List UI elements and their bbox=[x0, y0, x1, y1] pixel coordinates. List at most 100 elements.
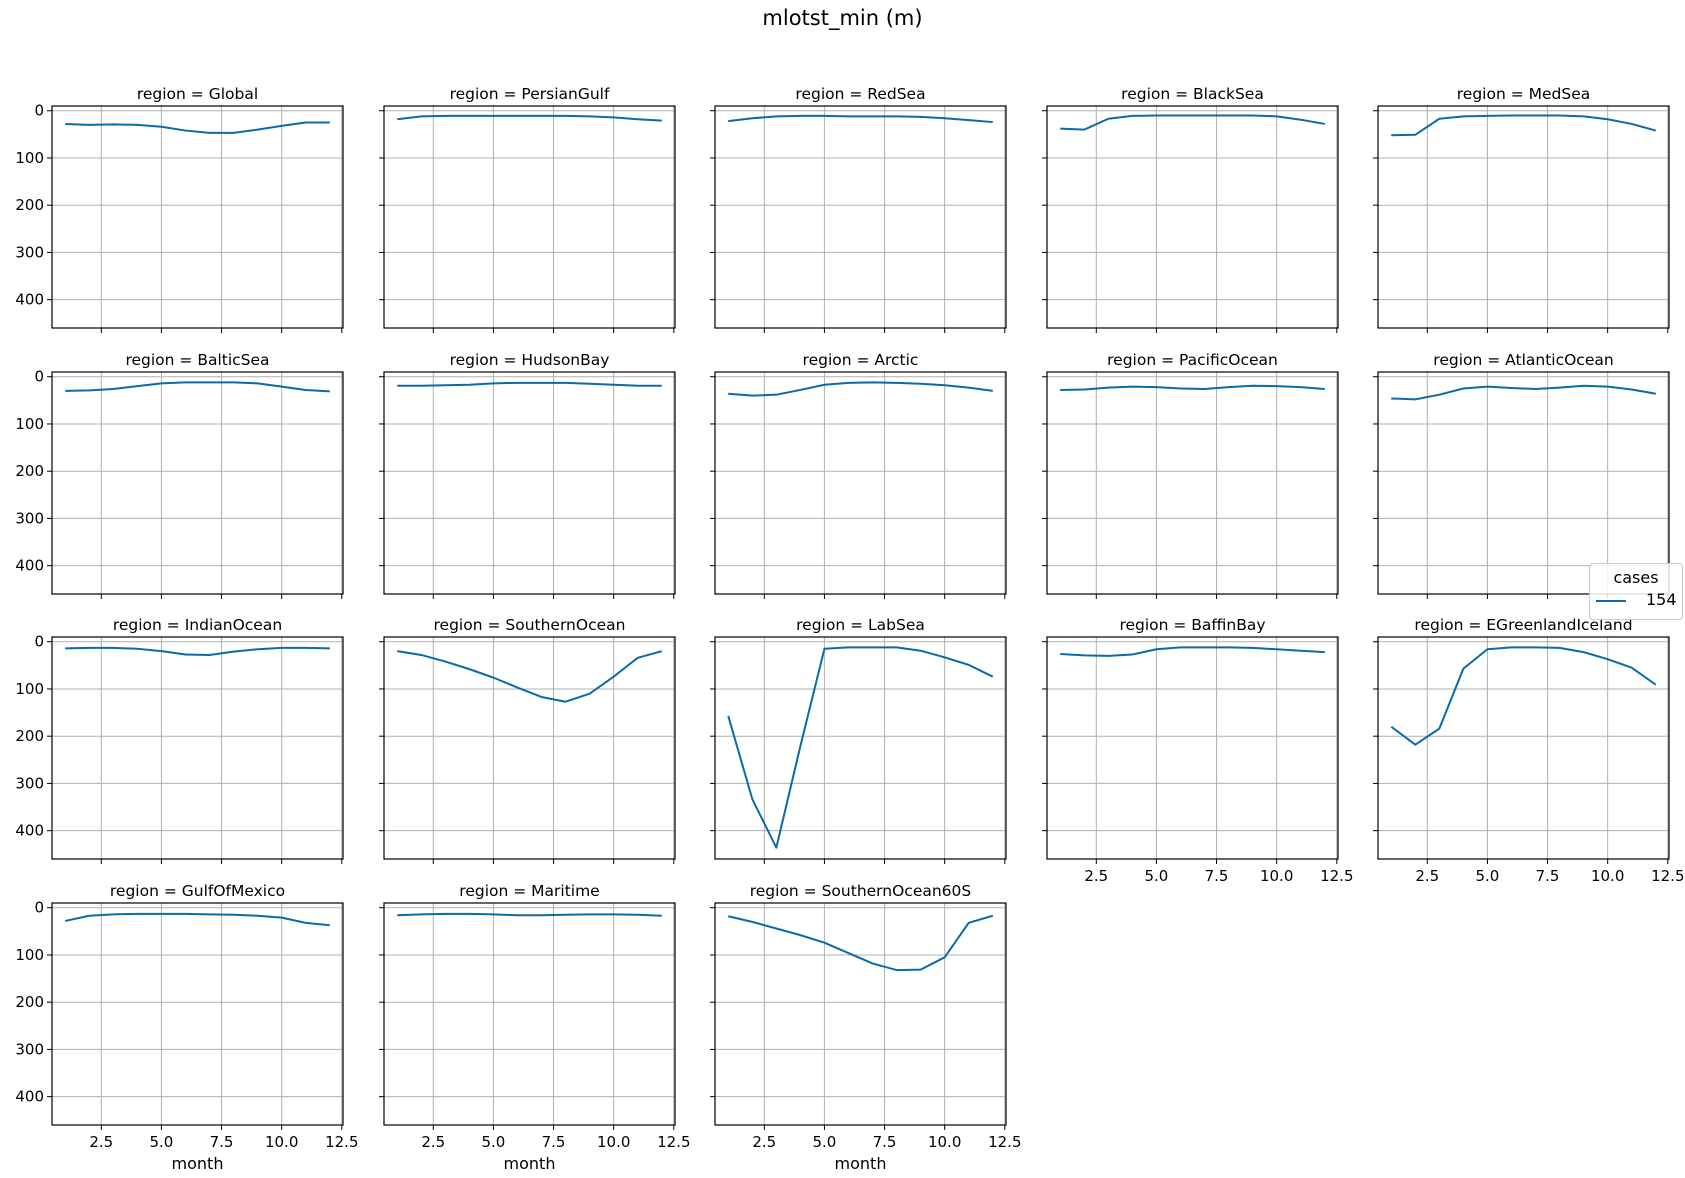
x-tick-label: 10.0 bbox=[1260, 867, 1293, 885]
panel-title: region = SouthernOcean60S bbox=[750, 882, 972, 900]
panel-frame bbox=[1377, 105, 1670, 329]
panel-frame bbox=[1046, 371, 1339, 595]
y-tick-label: 300 bbox=[15, 509, 44, 527]
panel-title: region = PacificOcean bbox=[1107, 351, 1278, 369]
series-line-154 bbox=[397, 381, 662, 387]
panel-frame bbox=[51, 371, 344, 595]
panel-frame bbox=[383, 636, 676, 860]
panel-frame bbox=[1046, 636, 1339, 860]
x-tick-label: 12.5 bbox=[325, 1133, 358, 1151]
series-line-154 bbox=[727, 646, 994, 849]
x-axis-label: month bbox=[172, 1154, 224, 1173]
series-line-154 bbox=[65, 646, 330, 656]
x-tick-label: 5.0 bbox=[812, 1133, 836, 1151]
legend: cases 154 bbox=[1589, 563, 1683, 620]
panel-background bbox=[715, 372, 1006, 594]
panel-title: region = RedSea bbox=[795, 85, 925, 103]
x-tick-label: 7.5 bbox=[542, 1133, 566, 1151]
legend-line-sample bbox=[1596, 600, 1626, 602]
y-tick-label: 400 bbox=[15, 291, 44, 309]
panel-title: region = SouthernOcean bbox=[434, 616, 626, 634]
panel-background bbox=[384, 637, 675, 859]
series-line-154 bbox=[1391, 384, 1656, 401]
panel-background bbox=[1378, 106, 1669, 328]
series-line-154 bbox=[728, 114, 993, 124]
panel-background bbox=[52, 903, 343, 1125]
panel-frame bbox=[383, 105, 676, 329]
y-tick-label: 200 bbox=[15, 727, 44, 745]
y-tick-label: 0 bbox=[34, 899, 44, 917]
panel-background bbox=[384, 106, 675, 328]
panel-title: region = EGreenlandIceland bbox=[1414, 616, 1632, 634]
panel-background bbox=[1378, 372, 1669, 594]
panel-title: region = Arctic bbox=[803, 351, 919, 369]
x-tick-label: 12.5 bbox=[988, 1133, 1021, 1151]
series-line-154 bbox=[65, 381, 330, 393]
panel-frame bbox=[1377, 636, 1670, 860]
panel-background bbox=[715, 637, 1006, 859]
panel-background bbox=[715, 106, 1006, 328]
series-line-154 bbox=[397, 650, 663, 703]
panel-frame bbox=[714, 636, 1007, 860]
panel-title: region = HudsonBay bbox=[450, 351, 610, 369]
panel-background bbox=[384, 903, 675, 1125]
panel-title: region = PersianGulf bbox=[450, 85, 610, 103]
y-tick-label: 0 bbox=[34, 368, 44, 386]
series-line-154 bbox=[1060, 384, 1325, 391]
panel-frame bbox=[714, 371, 1007, 595]
panel-frame bbox=[51, 105, 344, 329]
series-line-154 bbox=[1060, 646, 1325, 657]
x-tick-label: 12.5 bbox=[1651, 867, 1684, 885]
x-tick-label: 7.5 bbox=[1205, 867, 1229, 885]
panel-title: region = LabSea bbox=[796, 616, 925, 634]
x-tick-label: 7.5 bbox=[1536, 867, 1560, 885]
panel-title: region = BlackSea bbox=[1121, 85, 1264, 103]
panel-frame bbox=[714, 105, 1007, 329]
y-tick-label: 0 bbox=[34, 102, 44, 120]
panel-background bbox=[52, 637, 343, 859]
series-line-154 bbox=[65, 121, 330, 134]
legend-label: 154 bbox=[1646, 590, 1677, 609]
y-tick-label: 200 bbox=[15, 462, 44, 480]
x-tick-label: 10.0 bbox=[1591, 867, 1624, 885]
legend-title: cases bbox=[1613, 568, 1659, 587]
x-tick-label: 5.0 bbox=[481, 1133, 505, 1151]
panel-title: region = BaffinBay bbox=[1119, 616, 1265, 634]
panel-background bbox=[52, 372, 343, 594]
panel-background bbox=[1047, 637, 1338, 859]
x-axis-label: month bbox=[835, 1154, 887, 1173]
y-tick-label: 300 bbox=[15, 774, 44, 792]
series-line-154 bbox=[65, 912, 330, 927]
y-tick-label: 0 bbox=[34, 633, 44, 651]
panel-frame bbox=[383, 371, 676, 595]
x-tick-label: 2.5 bbox=[89, 1133, 113, 1151]
figure-title: mlotst_min (m) bbox=[762, 6, 923, 30]
x-tick-label: 2.5 bbox=[1415, 867, 1439, 885]
x-tick-label: 2.5 bbox=[752, 1133, 776, 1151]
panel-title: region = GulfOfMexico bbox=[110, 882, 285, 900]
y-tick-label: 300 bbox=[15, 1040, 44, 1058]
x-tick-label: 5.0 bbox=[1144, 867, 1168, 885]
panel-background bbox=[715, 903, 1006, 1125]
x-tick-label: 10.0 bbox=[928, 1133, 961, 1151]
x-tick-label: 7.5 bbox=[210, 1133, 234, 1151]
y-tick-label: 400 bbox=[15, 1088, 44, 1106]
series-line-154 bbox=[1060, 114, 1325, 131]
series-line-154 bbox=[397, 912, 662, 917]
x-tick-label: 2.5 bbox=[421, 1133, 445, 1151]
series-line-154 bbox=[1391, 114, 1657, 137]
x-tick-label: 5.0 bbox=[1475, 867, 1499, 885]
panel-title: region = BalticSea bbox=[125, 351, 269, 369]
y-tick-label: 100 bbox=[15, 415, 44, 433]
y-tick-label: 400 bbox=[15, 557, 44, 575]
x-tick-label: 2.5 bbox=[1084, 867, 1108, 885]
x-tick-label: 7.5 bbox=[873, 1133, 897, 1151]
panel-title: region = MedSea bbox=[1457, 85, 1590, 103]
panel-background bbox=[384, 372, 675, 594]
y-tick-label: 400 bbox=[15, 822, 44, 840]
x-tick-label: 10.0 bbox=[265, 1133, 298, 1151]
y-tick-label: 300 bbox=[15, 243, 44, 261]
series-line-154 bbox=[397, 114, 662, 122]
x-axis-label: month bbox=[504, 1154, 556, 1173]
